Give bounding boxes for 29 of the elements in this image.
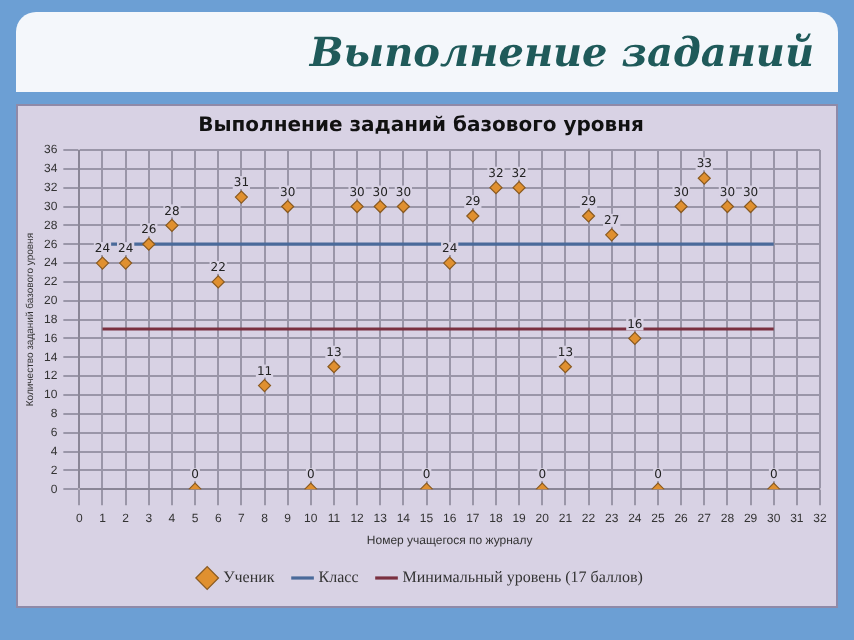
point <box>443 256 457 270</box>
point <box>605 228 619 242</box>
chart-subtitle: Выполнение заданий базового уровня <box>198 115 644 138</box>
point <box>281 199 295 214</box>
point <box>373 199 387 214</box>
point <box>327 360 341 374</box>
legend-label: Ученик <box>223 568 275 587</box>
legend-label: Класс <box>318 568 360 587</box>
point <box>697 171 711 185</box>
point <box>558 360 572 374</box>
point <box>396 199 410 214</box>
point <box>119 256 133 270</box>
point <box>466 209 480 223</box>
legend-label: Минимальный уровень (17 баллов) <box>402 568 644 587</box>
point <box>674 199 688 214</box>
point <box>743 199 758 214</box>
point <box>512 181 526 195</box>
point <box>142 237 156 251</box>
point <box>95 256 110 270</box>
point <box>165 218 179 232</box>
point <box>211 275 225 289</box>
point <box>350 199 364 214</box>
chart-title: Выполнение заданий <box>309 28 814 76</box>
point <box>581 209 596 223</box>
point <box>720 199 735 214</box>
point <box>234 190 248 204</box>
point <box>628 331 642 346</box>
point <box>489 181 503 195</box>
point <box>257 378 272 393</box>
